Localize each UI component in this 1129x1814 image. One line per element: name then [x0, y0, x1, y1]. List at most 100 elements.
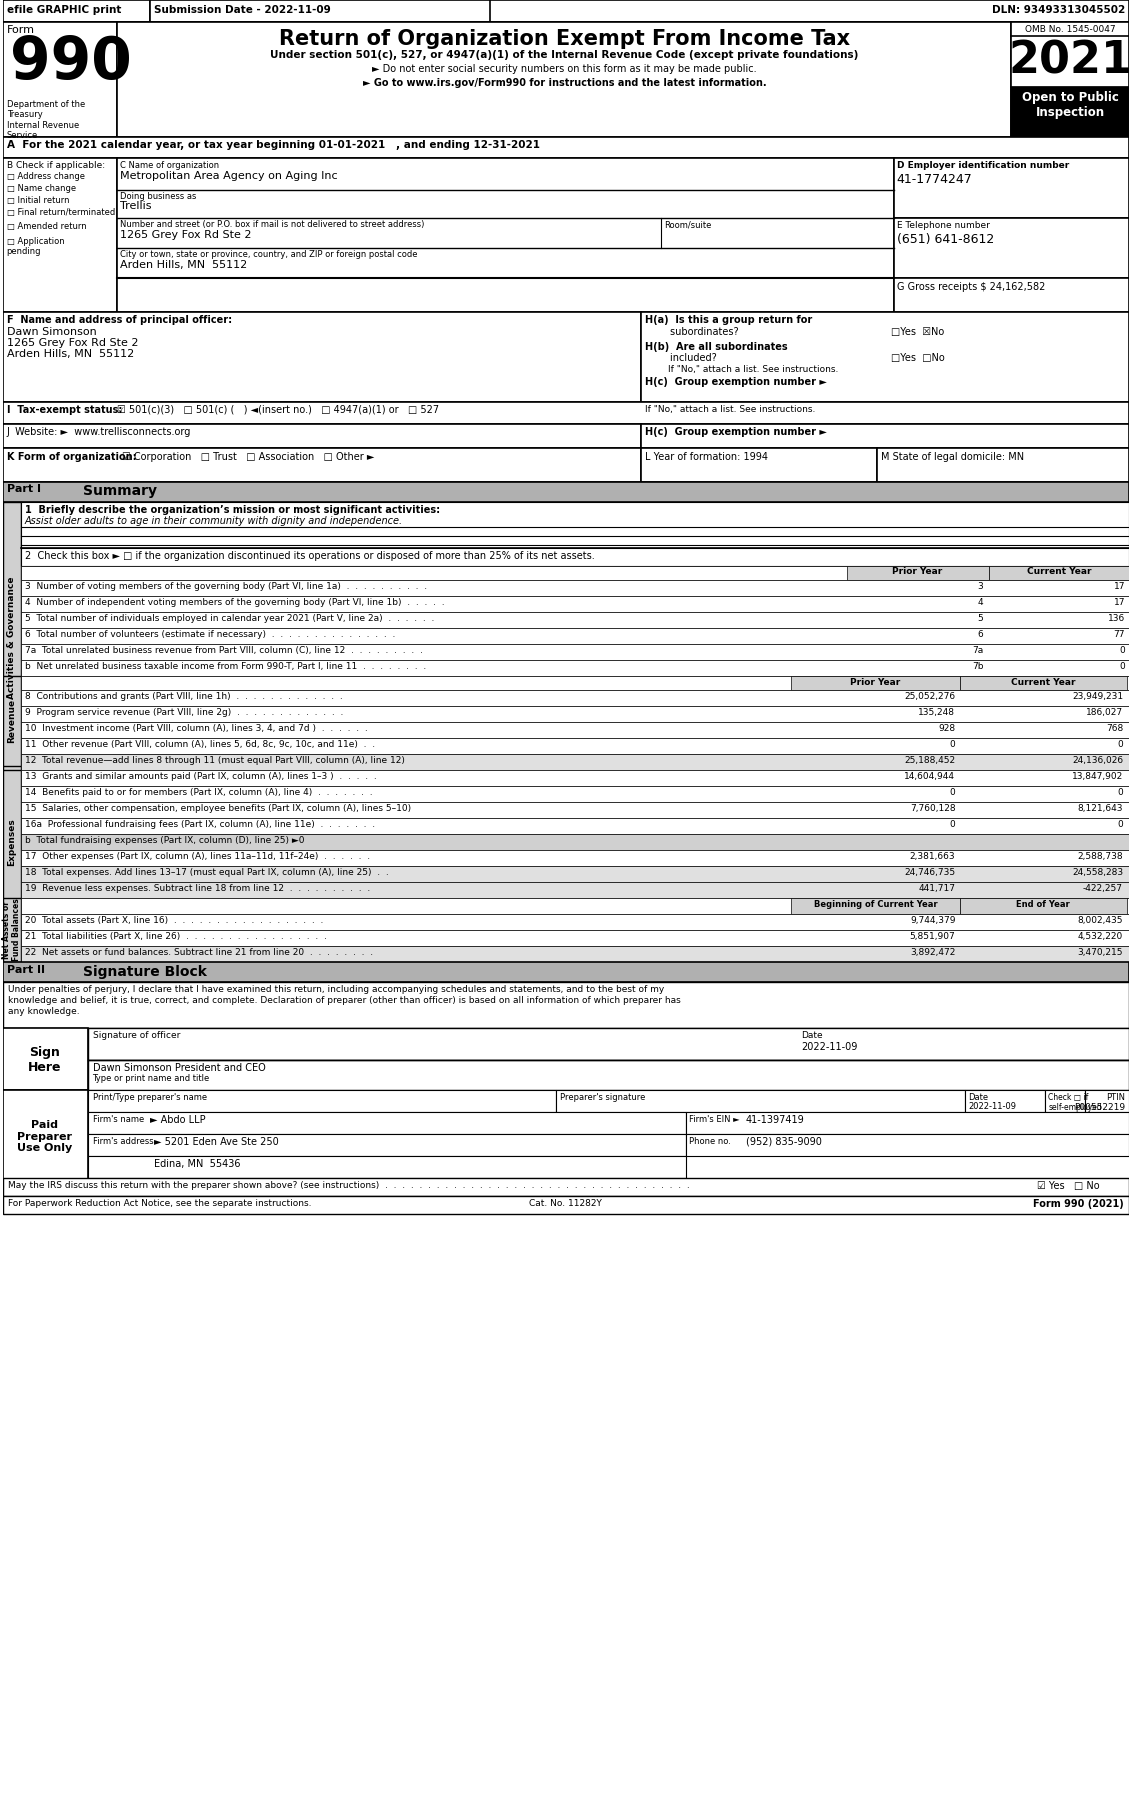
- Text: □ Final return/terminated: □ Final return/terminated: [7, 209, 115, 218]
- Text: 25,188,452: 25,188,452: [904, 756, 955, 766]
- Text: □ Application
pending: □ Application pending: [7, 238, 64, 256]
- Text: 7a  Total unrelated business revenue from Part VIII, column (C), line 12  .  .  : 7a Total unrelated business revenue from…: [25, 646, 422, 655]
- Bar: [20, 548, 1129, 566]
- Bar: [20, 738, 1129, 755]
- Text: 24,558,283: 24,558,283: [1071, 869, 1123, 876]
- Text: L Year of formation: 1994: L Year of formation: 1994: [645, 452, 768, 463]
- Text: For Paperwork Reduction Act Notice, see the separate instructions.: For Paperwork Reduction Act Notice, see …: [8, 1199, 312, 1208]
- Text: Preparer's signature: Preparer's signature: [560, 1094, 646, 1101]
- Bar: [893, 158, 1129, 218]
- Text: I  Tax-exempt status:: I Tax-exempt status:: [7, 405, 122, 415]
- Text: 0: 0: [1118, 820, 1123, 829]
- Bar: [686, 1134, 1129, 1156]
- Text: Signature Block: Signature Block: [82, 965, 207, 980]
- Text: Date: Date: [800, 1030, 822, 1039]
- Text: included?: included?: [645, 354, 717, 363]
- Text: 17  Other expenses (Part IX, column (A), lines 11a–11d, 11f–24e)  .  .  .  .  . : 17 Other expenses (Part IX, column (A), …: [25, 853, 370, 862]
- Bar: [20, 898, 1129, 914]
- Text: □ Initial return: □ Initial return: [7, 196, 69, 205]
- Text: 0: 0: [949, 820, 955, 829]
- Text: subordinates?: subordinates?: [645, 327, 738, 337]
- Bar: [2, 138, 1129, 158]
- Text: DLN: 93493313045502: DLN: 93493313045502: [991, 5, 1124, 15]
- Text: Net Assets or
Fund Balances: Net Assets or Fund Balances: [2, 898, 21, 961]
- Text: Print/Type preparer's name: Print/Type preparer's name: [93, 1094, 207, 1101]
- Bar: [117, 158, 893, 312]
- Text: 2  Check this box ► □ if the organization discontinued its operations or dispose: 2 Check this box ► □ if the organization…: [25, 551, 595, 561]
- Text: 2022-11-09: 2022-11-09: [800, 1041, 857, 1052]
- Text: Phone no.: Phone no.: [689, 1137, 730, 1146]
- Text: Form 990 (2021): Form 990 (2021): [1033, 1199, 1124, 1208]
- Text: □Yes  □No: □Yes □No: [891, 354, 944, 363]
- Bar: [893, 278, 1129, 312]
- Text: 13  Grants and similar amounts paid (Part IX, column (A), lines 1–3 )  .  .  .  : 13 Grants and similar amounts paid (Part…: [25, 773, 376, 782]
- Text: B Check if applicable:: B Check if applicable:: [7, 161, 105, 171]
- Text: 3,470,215: 3,470,215: [1077, 949, 1123, 958]
- Bar: [2, 312, 641, 403]
- Text: Trellis: Trellis: [121, 201, 152, 210]
- Text: ► Do not enter social security numbers on this form as it may be made public.: ► Do not enter social security numbers o…: [373, 63, 756, 74]
- Text: □ Name change: □ Name change: [7, 183, 76, 192]
- Text: 0: 0: [1118, 787, 1123, 796]
- Bar: [20, 834, 1129, 851]
- Text: knowledge and belief, it is true, correct, and complete. Declaration of preparer: knowledge and belief, it is true, correc…: [8, 996, 681, 1005]
- Text: Prior Year: Prior Year: [892, 568, 943, 577]
- Text: 4: 4: [978, 599, 983, 608]
- Text: H(c)  Group exemption number ►: H(c) Group exemption number ►: [645, 377, 828, 386]
- Bar: [2, 424, 641, 448]
- Text: 24,746,735: 24,746,735: [904, 869, 955, 876]
- Text: Prior Year: Prior Year: [850, 678, 901, 688]
- Text: 5,851,907: 5,851,907: [910, 932, 955, 941]
- Bar: [20, 677, 1129, 689]
- Bar: [20, 931, 1129, 945]
- Text: 41-1774247: 41-1774247: [896, 172, 972, 187]
- Bar: [20, 802, 1129, 818]
- Text: D Employer identification number: D Employer identification number: [896, 161, 1069, 171]
- Bar: [88, 1029, 1129, 1059]
- Text: efile GRAPHIC print: efile GRAPHIC print: [7, 5, 121, 15]
- Bar: [20, 865, 1129, 882]
- Text: P00552219: P00552219: [1074, 1103, 1124, 1112]
- Text: (651) 641-8612: (651) 641-8612: [896, 232, 994, 247]
- Text: 0: 0: [1119, 662, 1124, 671]
- Bar: [2, 769, 20, 914]
- Text: 5  Total number of individuals employed in calendar year 2021 (Part V, line 2a) : 5 Total number of individuals employed i…: [25, 613, 434, 622]
- Text: H(b)  Are all subordinates: H(b) Are all subordinates: [645, 343, 788, 352]
- Text: -422,257: -422,257: [1083, 883, 1123, 892]
- Text: 990: 990: [10, 34, 131, 91]
- Text: Current Year: Current Year: [1027, 568, 1092, 577]
- Bar: [961, 677, 1127, 689]
- Text: □ Address change: □ Address change: [7, 172, 85, 181]
- Bar: [557, 1090, 965, 1112]
- Bar: [20, 689, 1129, 706]
- Text: any knowledge.: any knowledge.: [8, 1007, 79, 1016]
- Text: 24,136,026: 24,136,026: [1071, 756, 1123, 766]
- Text: 15  Salaries, other compensation, employee benefits (Part IX, column (A), lines : 15 Salaries, other compensation, employe…: [25, 804, 411, 813]
- Text: PTIN: PTIN: [1106, 1094, 1124, 1101]
- Text: OMB No. 1545-0047: OMB No. 1545-0047: [1025, 25, 1115, 34]
- Bar: [20, 769, 1129, 785]
- Text: Revenue: Revenue: [7, 698, 16, 744]
- Bar: [2, 22, 1129, 138]
- Text: Room/suite: Room/suite: [664, 219, 711, 229]
- Bar: [88, 1059, 1129, 1090]
- Text: J  Website: ►  www.trellisconnects.org: J Website: ► www.trellisconnects.org: [7, 426, 191, 437]
- Text: 1265 Grey Fox Rd Ste 2: 1265 Grey Fox Rd Ste 2: [121, 230, 252, 239]
- Bar: [20, 945, 1129, 961]
- Bar: [117, 22, 1012, 138]
- Text: 41-1397419: 41-1397419: [746, 1116, 805, 1125]
- Text: 11  Other revenue (Part VIII, column (A), lines 5, 6d, 8c, 9c, 10c, and 11e)  . : 11 Other revenue (Part VIII, column (A),…: [25, 740, 375, 749]
- Text: b  Net unrelated business taxable income from Form 990-T, Part I, line 11  .  . : b Net unrelated business taxable income …: [25, 662, 426, 671]
- Text: Firm's EIN ►: Firm's EIN ►: [689, 1116, 739, 1125]
- Text: Beginning of Current Year: Beginning of Current Year: [814, 900, 937, 909]
- Bar: [1012, 22, 1129, 138]
- Text: Dawn Simonson: Dawn Simonson: [7, 327, 96, 337]
- Text: Sign
Here: Sign Here: [28, 1047, 61, 1074]
- Text: Activities & Governance: Activities & Governance: [7, 577, 16, 698]
- Text: ☑ Yes   □ No: ☑ Yes □ No: [1038, 1181, 1100, 1192]
- Text: 928: 928: [938, 724, 955, 733]
- Bar: [20, 722, 1129, 738]
- Bar: [686, 1112, 1129, 1134]
- Text: May the IRS discuss this return with the preparer shown above? (see instructions: May the IRS discuss this return with the…: [8, 1181, 690, 1190]
- Text: Return of Organization Exempt From Income Tax: Return of Organization Exempt From Incom…: [279, 29, 850, 49]
